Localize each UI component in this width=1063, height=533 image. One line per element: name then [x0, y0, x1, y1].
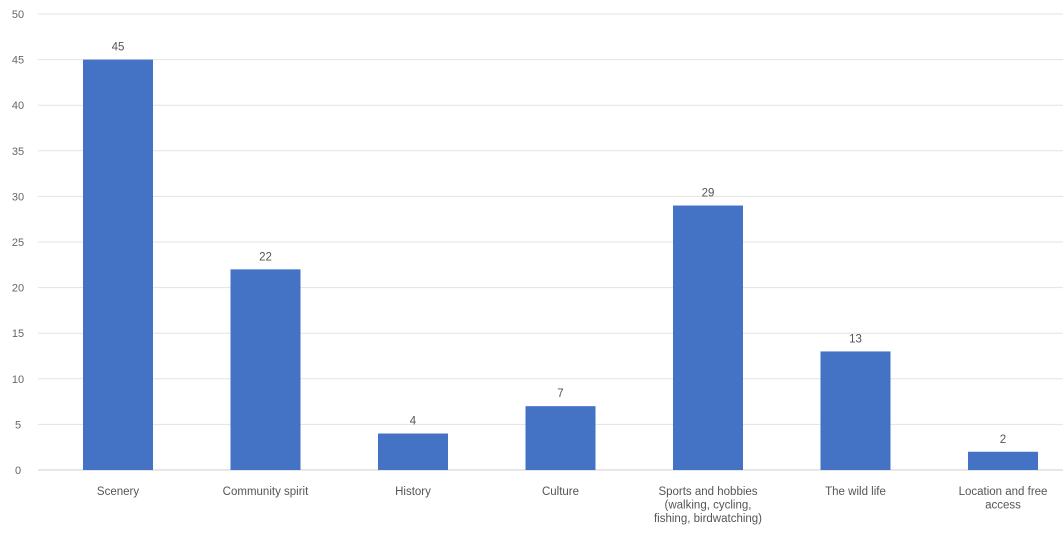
y-axis-ticks: 0 5 10 15 20 25 30 35 40 45 50 — [12, 9, 24, 477]
category-label: Community spirit — [223, 486, 309, 498]
y-tick-label: 20 — [12, 283, 24, 295]
category-label: Culture — [542, 486, 579, 498]
data-label: 13 — [849, 333, 862, 345]
data-label: 4 — [410, 416, 417, 428]
bar — [673, 205, 743, 470]
y-tick-label: 45 — [12, 55, 24, 67]
data-label: 22 — [259, 251, 272, 263]
x-axis-category-labels: Scenery Community spirit History Culture Spo… — [97, 486, 1048, 525]
data-label: 45 — [112, 42, 125, 54]
data-label: 29 — [702, 188, 715, 200]
category-label: Scenery — [97, 486, 139, 498]
y-tick-label: 10 — [12, 374, 24, 386]
y-tick-label: 40 — [12, 100, 24, 112]
bar — [525, 406, 596, 470]
bar — [83, 59, 153, 470]
y-tick-label: 15 — [12, 328, 24, 340]
category-label: Location and free access — [959, 486, 1048, 512]
category-label: The wild life — [825, 486, 886, 498]
category-label: Sports and hobbies (walking, cycling, fish… — [654, 486, 762, 525]
data-labels: 45 22 4 7 29 13 2 — [112, 42, 1007, 446]
y-tick-label: 0 — [15, 465, 21, 477]
bar — [968, 451, 1038, 470]
bar — [820, 351, 891, 470]
y-tick-label: 35 — [12, 146, 24, 158]
bars — [83, 59, 1038, 470]
data-label: 2 — [1000, 434, 1006, 446]
data-label: 7 — [557, 388, 563, 400]
bar — [230, 269, 301, 470]
category-label: History — [395, 486, 431, 498]
gridlines — [38, 13, 1063, 425]
y-tick-label: 5 — [15, 419, 21, 431]
y-tick-label: 30 — [12, 191, 24, 203]
y-tick-label: 50 — [12, 9, 24, 21]
bar — [378, 433, 448, 470]
y-tick-label: 25 — [12, 237, 24, 249]
